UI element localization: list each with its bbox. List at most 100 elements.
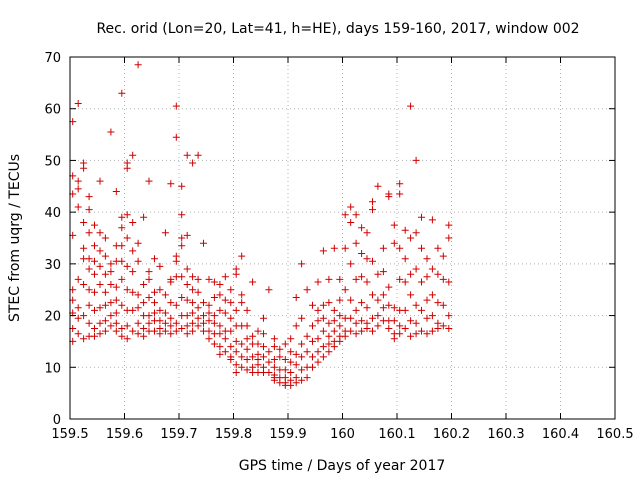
data-point (183, 231, 191, 239)
data-point (292, 350, 300, 358)
data-point (396, 330, 404, 338)
data-point (178, 242, 186, 250)
data-point (96, 304, 104, 312)
data-point (401, 278, 409, 286)
data-point (309, 301, 316, 309)
data-point (298, 340, 306, 348)
data-point (396, 244, 404, 252)
data-point (369, 327, 376, 335)
x-tick-label: 159.6 (106, 427, 143, 442)
data-point (254, 361, 262, 369)
x-tick-label: 159.8 (215, 427, 252, 442)
data-point (238, 363, 246, 371)
data-point (161, 229, 169, 237)
data-point (292, 294, 300, 301)
data-point (123, 164, 131, 172)
data-point (374, 322, 382, 330)
data-point (129, 219, 137, 226)
data-point (129, 268, 137, 276)
data-point (407, 291, 415, 299)
data-point (112, 296, 120, 304)
data-point (336, 275, 344, 283)
data-point (189, 286, 197, 294)
data-point (161, 309, 169, 317)
data-point (74, 314, 82, 322)
data-point (189, 327, 197, 335)
data-point (418, 244, 425, 252)
data-point (161, 291, 169, 299)
data-point (390, 221, 398, 229)
data-point (445, 325, 453, 332)
data-point (374, 312, 382, 320)
data-point (80, 335, 88, 343)
x-tick-label: 159.5 (51, 427, 88, 442)
data-point (309, 363, 316, 371)
data-point (254, 340, 262, 348)
data-point (428, 312, 436, 320)
data-point (249, 278, 257, 286)
data-point (336, 296, 344, 304)
data-point (85, 301, 93, 309)
data-point (216, 343, 224, 351)
data-point (151, 327, 158, 335)
data-point (379, 268, 387, 276)
data-point (287, 381, 295, 389)
data-point (298, 260, 306, 268)
data-point (358, 317, 366, 325)
data-point (156, 286, 164, 294)
data-point (227, 327, 235, 335)
data-point (330, 327, 338, 335)
data-point (276, 345, 284, 353)
data-point (123, 335, 131, 343)
data-point (347, 203, 355, 211)
data-point (85, 193, 93, 201)
data-point (314, 278, 322, 286)
data-point (178, 211, 186, 219)
data-point (178, 273, 186, 281)
data-point (428, 216, 436, 224)
data-point (161, 327, 169, 335)
data-point (200, 239, 207, 247)
data-point (167, 330, 175, 338)
data-point (276, 353, 284, 361)
data-point (330, 306, 338, 314)
chart-title: Rec. orid (Lon=20, Lat=41, h=HE), days 1… (96, 21, 579, 37)
data-point (123, 286, 131, 294)
data-point (281, 356, 289, 363)
data-point (134, 330, 142, 338)
data-point (243, 356, 251, 363)
data-point (314, 317, 322, 325)
data-point (183, 322, 191, 330)
data-point (91, 257, 98, 265)
data-point (205, 327, 213, 335)
data-point (249, 353, 257, 361)
data-point (123, 262, 131, 270)
data-point (227, 356, 235, 363)
data-point (151, 288, 158, 296)
data-point (172, 102, 180, 110)
data-point (107, 128, 115, 136)
data-point (418, 278, 425, 286)
data-point (112, 309, 120, 317)
data-point (352, 211, 360, 219)
data-point (260, 314, 267, 322)
data-point (216, 291, 224, 299)
data-point (314, 335, 322, 343)
data-point (314, 358, 322, 366)
data-point (325, 299, 333, 307)
data-point (85, 229, 93, 237)
data-point (325, 348, 333, 356)
data-point (151, 309, 158, 317)
data-point (319, 327, 327, 335)
x-tick-label: 160 (330, 427, 355, 442)
data-point (221, 335, 229, 343)
data-point (232, 337, 240, 345)
data-point (200, 312, 207, 320)
data-point (194, 314, 202, 322)
data-point (145, 275, 153, 283)
data-point (363, 255, 371, 263)
data-point (287, 335, 295, 343)
data-point (287, 369, 295, 376)
data-point (298, 366, 306, 374)
data-point (107, 260, 115, 268)
